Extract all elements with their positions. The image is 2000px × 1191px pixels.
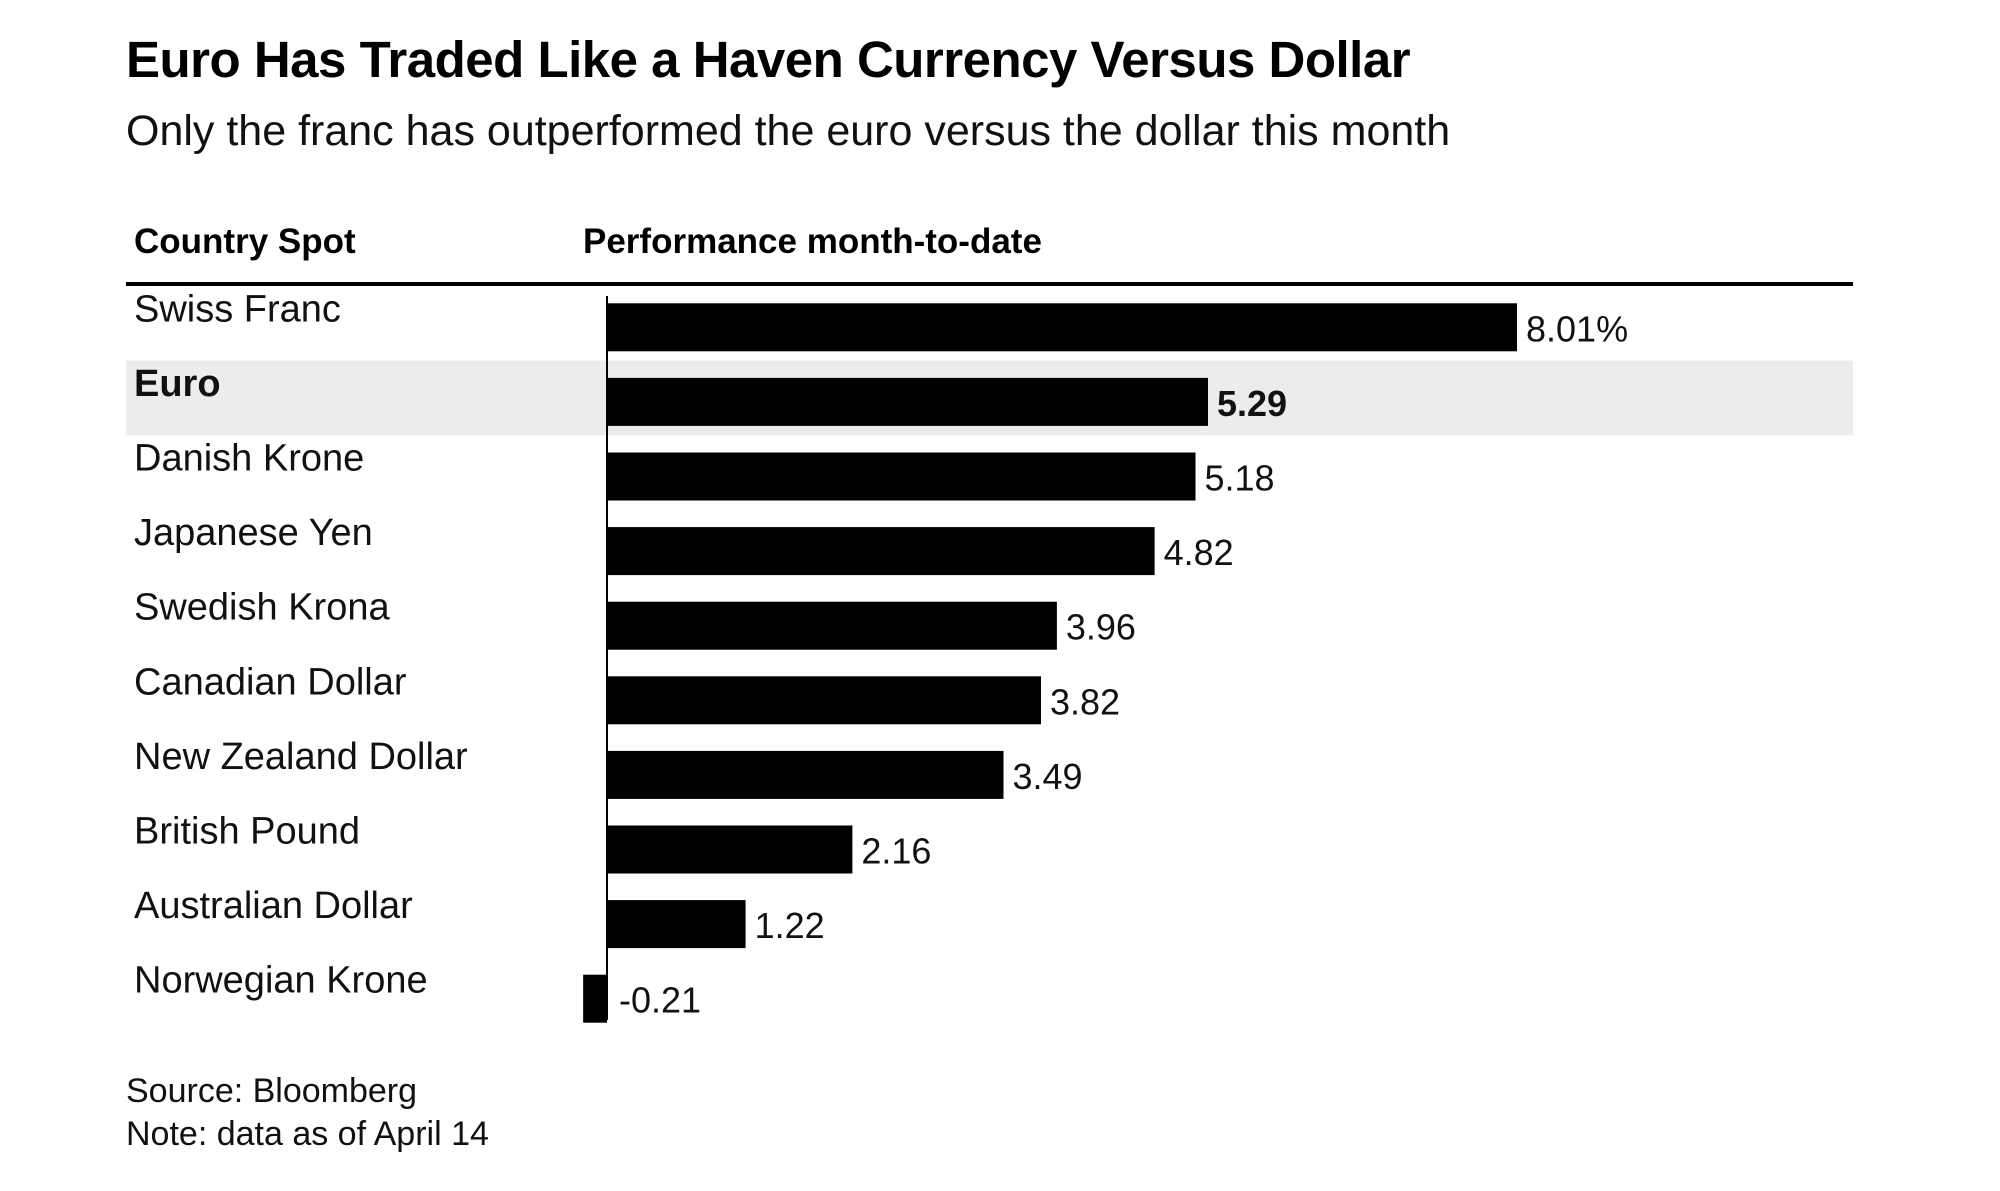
category-label: Swedish Krona [134, 587, 390, 629]
value-label: 5.18 [1204, 458, 1274, 499]
chart-title: Euro Has Traded Like a Haven Currency Ve… [126, 31, 1411, 88]
bar [607, 452, 1196, 501]
chart-footer: Source: Bloomberg Note: data as of April… [126, 1070, 489, 1156]
category-label: Norwegian Krone [134, 960, 428, 1002]
source-note: Source: Bloomberg [126, 1072, 418, 1110]
category-label: New Zealand Dollar [134, 736, 468, 778]
bar [607, 676, 1041, 725]
date-note: Note: data as of April 14 [126, 1115, 489, 1153]
category-label: Swiss Franc [134, 288, 341, 330]
bar [607, 527, 1155, 576]
column-header-country: Country Spot [134, 222, 356, 261]
bar [607, 303, 1517, 352]
category-label: Canadian Dollar [134, 661, 407, 703]
category-label: Australian Dollar [134, 885, 413, 927]
header-rule [126, 282, 1853, 286]
bar [607, 750, 1004, 799]
bar [607, 377, 1208, 426]
value-label: 3.96 [1066, 607, 1136, 648]
category-label: Japanese Yen [134, 512, 373, 554]
column-header-performance: Performance month-to-date [583, 222, 1042, 261]
value-label: 3.82 [1050, 681, 1120, 722]
bar [607, 900, 746, 949]
category-label: Euro [134, 363, 221, 405]
chart-subtitle: Only the franc has outperformed the euro… [126, 107, 1451, 155]
bar [607, 825, 853, 874]
value-label: 4.82 [1164, 532, 1234, 573]
value-label: 5.29 [1217, 383, 1287, 424]
category-label: British Pound [134, 811, 360, 853]
bar [583, 974, 607, 1023]
category-label: Danish Krone [134, 438, 364, 480]
value-label: 8.01% [1526, 308, 1628, 349]
bar [607, 601, 1057, 650]
value-label: 1.22 [755, 905, 825, 946]
value-label: 2.16 [861, 831, 931, 872]
value-label: -0.21 [619, 980, 701, 1021]
value-label: 3.49 [1012, 756, 1082, 797]
